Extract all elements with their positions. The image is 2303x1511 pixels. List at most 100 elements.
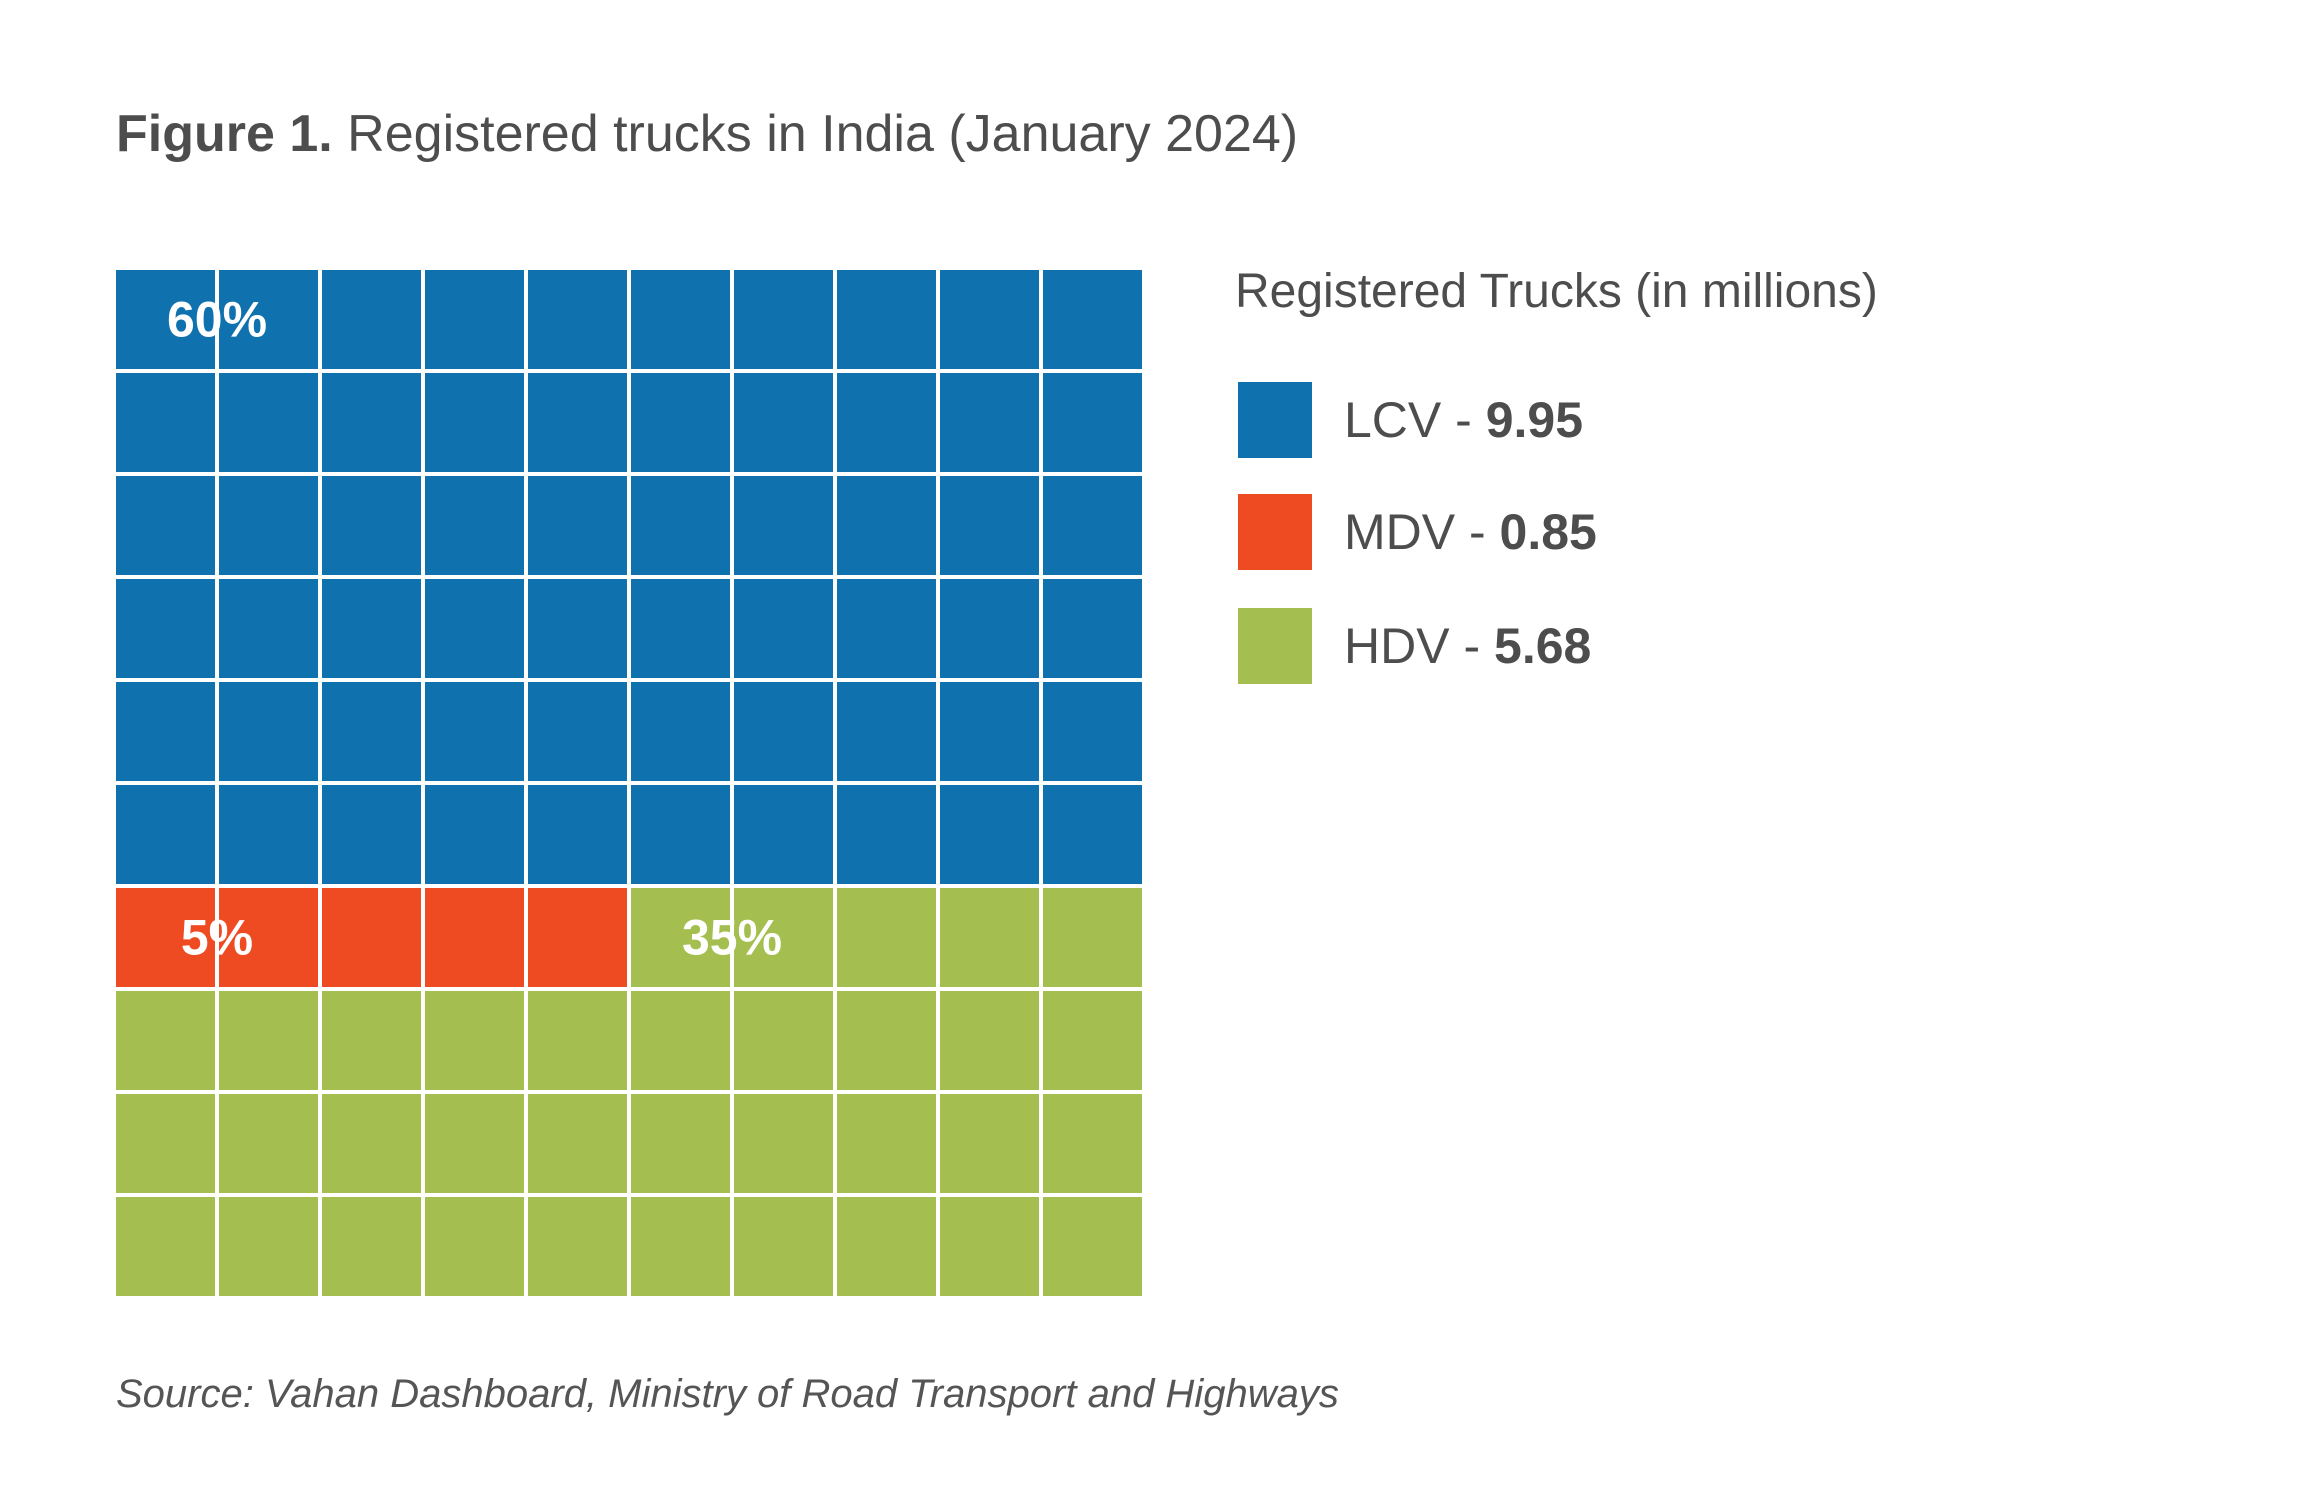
legend-label-lcv: LCV - 9.95 <box>1344 391 1583 449</box>
waffle-cell-lcv <box>528 682 627 781</box>
waffle-cell-lcv <box>631 579 730 678</box>
waffle-cell-lcv <box>837 682 936 781</box>
waffle-cell-lcv <box>837 785 936 884</box>
waffle-cell-hdv <box>1043 888 1142 987</box>
waffle-cell-lcv <box>116 476 215 575</box>
waffle-cell-lcv <box>219 476 318 575</box>
waffle-cell-lcv <box>940 579 1039 678</box>
waffle-cell-hdv <box>631 888 730 987</box>
waffle-cell-lcv <box>528 476 627 575</box>
waffle-cell-hdv <box>219 991 318 1090</box>
waffle-cell-mdv <box>116 888 215 987</box>
legend-value-mdv: 0.85 <box>1499 504 1597 560</box>
waffle-cell-hdv <box>631 991 730 1090</box>
waffle-cell-hdv <box>528 1197 627 1296</box>
waffle-cell-lcv <box>940 270 1039 369</box>
waffle-cell-lcv <box>837 373 936 472</box>
legend-item-hdv: HDV - 5.68 <box>1238 608 1591 684</box>
waffle-cell-lcv <box>940 476 1039 575</box>
legend-separator: - <box>1455 504 1500 560</box>
waffle-cell-lcv <box>116 785 215 884</box>
percent-label-hdv: 35% <box>682 910 782 966</box>
waffle-cell-hdv <box>322 1094 421 1193</box>
legend-name-mdv: MDV <box>1344 504 1456 560</box>
waffle-cell-hdv <box>528 991 627 1090</box>
waffle-cell-mdv <box>322 888 421 987</box>
waffle-cell-hdv <box>837 1094 936 1193</box>
waffle-cell-lcv <box>1043 270 1142 369</box>
waffle-cell-lcv <box>1043 682 1142 781</box>
waffle-cell-lcv <box>528 579 627 678</box>
waffle-cell-lcv <box>940 682 1039 781</box>
waffle-cell-lcv <box>528 373 627 472</box>
figure-title-text: Registered trucks in India (January 2024… <box>347 105 1299 163</box>
waffle-cell-lcv <box>425 785 524 884</box>
source-note: Source: Vahan Dashboard, Ministry of Roa… <box>116 1372 1339 1416</box>
waffle-cell-lcv <box>1043 579 1142 678</box>
waffle-cell-lcv <box>734 785 833 884</box>
waffle-cell-lcv <box>219 579 318 678</box>
legend-value-lcv: 9.95 <box>1485 392 1584 448</box>
legend-name-hdv: HDV <box>1344 618 1450 674</box>
waffle-cell-hdv <box>837 888 936 987</box>
waffle-cell-hdv <box>116 1197 215 1296</box>
legend-label-hdv: HDV - 5.68 <box>1344 617 1591 675</box>
waffle-cell-lcv <box>219 270 318 369</box>
waffle-cell-lcv <box>734 270 833 369</box>
waffle-cell-hdv <box>322 1197 421 1296</box>
waffle-cell-lcv <box>1043 785 1142 884</box>
legend-swatch-hdv <box>1238 608 1312 684</box>
waffle-cell-lcv <box>219 785 318 884</box>
waffle-cell-hdv <box>940 1197 1039 1296</box>
waffle-cell-lcv <box>116 579 215 678</box>
waffle-cell-lcv <box>116 270 215 369</box>
waffle-cell-lcv <box>322 373 421 472</box>
waffle-cell-lcv <box>322 682 421 781</box>
waffle-cell-lcv <box>631 682 730 781</box>
waffle-cell-hdv <box>425 1094 524 1193</box>
waffle-cell-hdv <box>219 1197 318 1296</box>
waffle-cell-hdv <box>734 888 833 987</box>
waffle-cell-lcv <box>1043 373 1142 472</box>
figure-title: Figure 1. Registered trucks in India (Ja… <box>116 104 1298 164</box>
waffle-cell-lcv <box>940 785 1039 884</box>
legend-swatch-lcv <box>1238 382 1312 458</box>
waffle-cell-lcv <box>322 270 421 369</box>
legend-separator: - <box>1449 618 1495 674</box>
waffle-cell-hdv <box>1043 1094 1142 1193</box>
legend-title: Registered Trucks (in millions) <box>1235 265 1878 318</box>
figure-title-lead: Figure 1. <box>116 105 333 163</box>
waffle-cell-hdv <box>940 888 1039 987</box>
waffle-cell-lcv <box>425 579 524 678</box>
waffle-cell-hdv <box>1043 991 1142 1090</box>
waffle-cell-lcv <box>1043 476 1142 575</box>
legend-item-mdv: MDV - 0.85 <box>1238 494 1597 570</box>
waffle-cell-lcv <box>425 373 524 472</box>
waffle-cell-lcv <box>940 373 1039 472</box>
waffle-cell-hdv <box>631 1094 730 1193</box>
waffle-cell-hdv <box>837 1197 936 1296</box>
waffle-cell-lcv <box>631 373 730 472</box>
waffle-cell-hdv <box>837 991 936 1090</box>
waffle-cell-hdv <box>528 1094 627 1193</box>
legend-label-mdv: MDV - 0.85 <box>1344 503 1597 561</box>
waffle-cell-hdv <box>116 1094 215 1193</box>
waffle-cell-hdv <box>322 991 421 1090</box>
waffle-cell-hdv <box>116 991 215 1090</box>
legend-item-lcv: LCV - 9.95 <box>1238 382 1583 458</box>
waffle-cell-lcv <box>734 476 833 575</box>
waffle-cell-mdv <box>219 888 318 987</box>
waffle-cell-lcv <box>631 476 730 575</box>
waffle-cell-lcv <box>631 270 730 369</box>
legend-name-lcv: LCV <box>1344 392 1442 448</box>
waffle-cell-mdv <box>425 888 524 987</box>
legend-swatch-mdv <box>1238 494 1312 570</box>
waffle-cell-hdv <box>734 991 833 1090</box>
waffle-cell-hdv <box>425 1197 524 1296</box>
waffle-cell-lcv <box>425 476 524 575</box>
waffle-cell-lcv <box>837 579 936 678</box>
waffle-cell-hdv <box>631 1197 730 1296</box>
waffle-cell-lcv <box>219 373 318 472</box>
waffle-cell-lcv <box>116 373 215 472</box>
waffle-cell-lcv <box>322 476 421 575</box>
